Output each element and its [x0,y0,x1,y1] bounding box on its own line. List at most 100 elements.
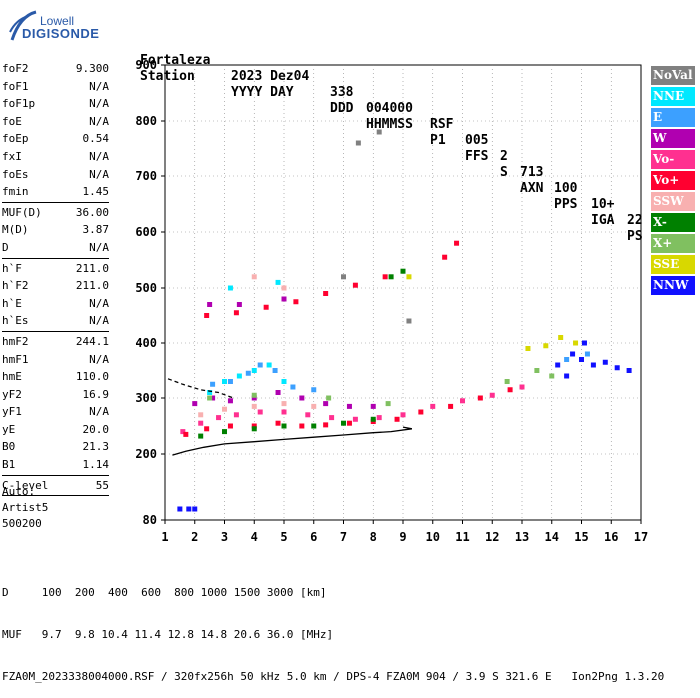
param-key: B1 [2,458,16,472]
data-point [346,403,352,409]
separator [2,474,109,477]
y-tick-label: 80 [143,513,157,527]
param-key: h`F [2,261,22,275]
data-point [186,506,192,512]
param-key: MUF(D) [2,205,42,219]
data-point [564,373,570,379]
legend-label: Vo+ [653,173,680,187]
header-label: DDD [330,101,354,116]
data-point [198,412,204,418]
legend-label: NoVal [653,68,693,82]
data-point [394,416,400,422]
data-point [400,412,406,418]
param-value: 55 [95,478,109,492]
header-value: Fortaleza [140,53,211,68]
data-point [251,392,257,398]
param-key: B0 [2,440,16,454]
data-point [323,422,329,428]
data-point [236,373,242,379]
data-point [299,423,305,429]
data-point [177,506,183,512]
param-value: 3.87 [82,223,110,237]
data-point [290,384,296,390]
param-row: hmE 110.0 [2,368,109,386]
data-point [222,379,227,384]
param-key: h`Es [2,314,29,328]
data-point [626,368,632,373]
param-key: foE [2,114,22,128]
auto-line: Artist5 [2,501,49,514]
profile-line-dashed [167,378,234,399]
legend-label: SSW [653,194,684,208]
param-value: 110.0 [75,370,109,384]
data-point [251,403,257,409]
data-point [400,268,406,274]
legend-label: W [653,131,667,145]
data-point [281,296,287,302]
data-point [275,390,281,395]
data-point [460,398,465,404]
x-tick-label: 4 [251,530,258,544]
legend-item: NNE [651,87,695,106]
data-point [281,409,287,415]
header-label: PPS [554,197,578,212]
x-tick-label: 13 [515,530,529,544]
data-point [507,387,513,393]
param-row: M(D) 3.87 [2,221,109,239]
auto-line: Auto: [2,485,36,498]
param-row: fxI N/A [2,148,109,166]
legend-item: Vo- [651,150,695,169]
param-value: 244.1 [75,334,109,348]
profile-line [172,426,413,456]
header-label: AXN [520,181,544,196]
x-tick-label: 17 [634,530,648,544]
header-label: Station [140,69,195,84]
param-row: yE 20.0 [2,421,109,439]
data-point [614,365,620,371]
data-point [245,370,251,376]
param-value: N/A [89,97,109,111]
param-value: 20.0 [82,422,110,436]
y-tick-label: 800 [135,114,157,128]
param-key: yF2 [2,387,22,401]
data-point [579,357,584,362]
x-tick-label: 1 [161,530,168,544]
auto-line: 500200 [2,517,42,530]
x-tick-label: 16 [604,530,618,544]
header-value: RSF [430,117,454,132]
param-value: 1.14 [82,458,110,472]
param-row: MUF(D) 36.00 [2,204,109,222]
data-point [251,274,257,280]
data-point [352,282,358,288]
data-point [543,343,549,349]
ionogram-chart: 1 2 3 4 5 6 7 8 9 10 11 12 13 14 15 16 17802003004005006… [135,58,648,544]
param-key: D [2,240,9,254]
x-tick-label: 5 [280,530,287,544]
y-tick-label: 600 [135,225,157,239]
param-row: foF1p N/A [2,95,109,113]
bottom-info: D 100 200 400 600 800 1000 1500 3000 [km… [2,558,664,698]
data-point [227,285,233,291]
data-point [207,302,213,307]
param-value: 1.45 [82,185,110,199]
param-key: yF1 [2,405,22,419]
data-point [570,351,576,357]
data-point [275,420,281,426]
param-row: h`F 211.0 [2,260,109,278]
data-point [227,398,233,404]
y-tick-label: 200 [135,447,157,461]
legend-item: SSW [651,192,695,211]
y-tick-label: 300 [135,391,157,405]
data-point [266,362,272,368]
data-point [216,415,222,421]
legend-item: SSE [651,255,695,274]
data-point [251,368,257,373]
data-point [204,426,210,432]
data-point [311,387,317,393]
header-label: FFS [465,149,489,164]
data-point [183,431,189,437]
legend-label: X+ [653,236,673,250]
data-point [222,406,227,412]
data-point [454,240,460,246]
header-value: 10+ [591,197,615,212]
